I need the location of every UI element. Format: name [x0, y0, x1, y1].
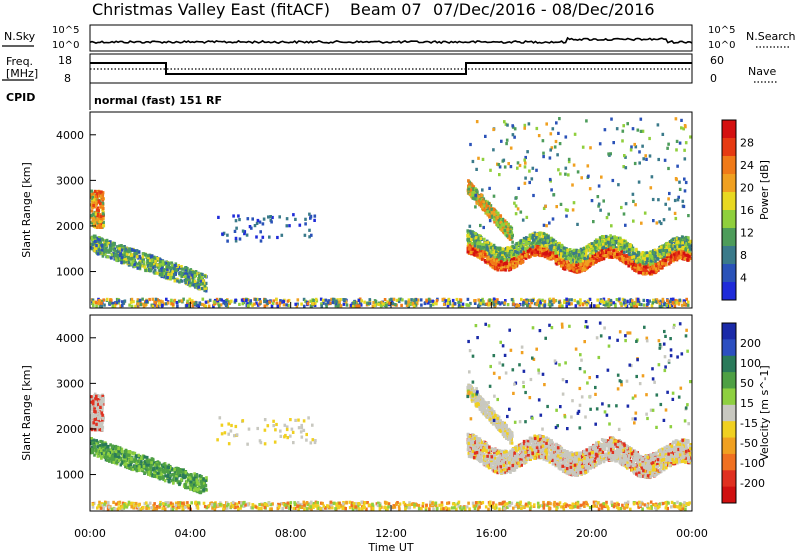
- y-tick-label: 3000: [56, 174, 84, 187]
- y-tick-label: 1000: [56, 266, 84, 279]
- velocity-y-ticks: 1000 2000 3000 4000: [56, 332, 96, 482]
- x-tick-label: 00:00: [676, 527, 708, 540]
- colorbar-tick: 16: [740, 204, 754, 217]
- colorbar-segment: [722, 372, 736, 389]
- y-tick-label: 2000: [56, 220, 84, 233]
- x-axis: 00:00 04:00 08:00 12:00 16:00 20:00 00:00: [74, 302, 708, 540]
- noise-tick-top-right: 10^5: [708, 25, 735, 36]
- power-heatmap: [90, 117, 692, 308]
- nave-tick-60: 60: [710, 54, 724, 67]
- colorbar-tick: 4: [740, 272, 747, 285]
- nsearch-label: N.Search: [746, 30, 796, 43]
- x-tick-label: 16:00: [475, 527, 507, 540]
- freq-tick-8: 8: [64, 72, 71, 85]
- x-tick-label: 12:00: [375, 527, 407, 540]
- colorbar-tick: -100: [740, 457, 765, 470]
- y-tick-label: 3000: [56, 377, 84, 390]
- colorbar-segment: [722, 388, 736, 406]
- y-tick-label: 2000: [56, 423, 84, 436]
- colorbar-segment: [722, 355, 736, 373]
- colorbar-segment: [722, 323, 736, 340]
- noise-tick-top-left: 10^5: [52, 25, 79, 36]
- freq-unit: [MHz]: [6, 67, 38, 80]
- colorbar-tick: 24: [740, 159, 754, 172]
- colorbar-segment: [722, 228, 736, 247]
- colorbar-segment: [722, 138, 736, 157]
- noise-sky-trace: [89, 36, 693, 45]
- colorbar-segment: [722, 437, 736, 455]
- date-range: 07/Dec/2016 - 08/Dec/2016: [433, 0, 655, 19]
- colorbar-segment: [722, 156, 736, 175]
- colorbar-segment: [722, 404, 736, 422]
- colorbar-segment: [722, 470, 736, 488]
- power-panel: 1000 2000 3000 4000 Slant Range [km] 4 8 12 16…: [20, 111, 771, 309]
- power-colorbar-label: Power [dB]: [758, 160, 771, 220]
- colorbar-segment: [722, 174, 736, 193]
- freq-label: Freq.: [6, 55, 33, 68]
- colorbar-segment: [722, 453, 736, 471]
- colorbar-tick: 8: [740, 249, 747, 262]
- colorbar-tick: 200: [740, 337, 761, 350]
- power-ylabel: Slant Range [km]: [20, 162, 33, 258]
- cpid-text: normal (fast) 151 RF: [94, 94, 222, 107]
- colorbar-tick: 20: [740, 182, 754, 195]
- y-tick-label: 4000: [56, 332, 84, 345]
- x-tick-label: 20:00: [576, 527, 608, 540]
- colorbar-tick: -15: [740, 417, 758, 430]
- nave-tick-0: 0: [710, 72, 717, 85]
- colorbar-segment: [722, 210, 736, 229]
- velocity-heatmap: [90, 320, 692, 511]
- nsky-label: N.Sky: [4, 30, 36, 43]
- colorbar-tick: 28: [740, 137, 754, 150]
- nave-label: Nave: [748, 65, 776, 78]
- colorbar-segment: [722, 192, 736, 211]
- colorbar-segment: [722, 120, 736, 139]
- noise-tick-bottom-left: 10^0: [52, 40, 79, 51]
- noise-panel: N.Sky 10^5 10^0 10^5 10^0 N.Search: [2, 24, 796, 52]
- colorbar-tick: -50: [740, 437, 758, 450]
- colorbar-tick: -200: [740, 477, 765, 490]
- y-tick-label: 4000: [56, 129, 84, 142]
- x-tick-label: 04:00: [174, 527, 206, 540]
- colorbar-segment: [722, 246, 736, 265]
- y-tick-label: 1000: [56, 469, 84, 482]
- colorbar-segment: [722, 421, 736, 439]
- cpid-label: CPID: [6, 91, 35, 104]
- power-y-ticks: 1000 2000 3000 4000: [56, 129, 96, 279]
- beam-label: Beam 07: [350, 0, 422, 19]
- velocity-ylabel: Slant Range [km]: [20, 365, 33, 461]
- x-axis-label: Time UT: [367, 541, 413, 554]
- colorbar-tick: 15: [740, 397, 754, 410]
- velocity-colorbar-label: Velocity [m s^-1]: [758, 365, 771, 460]
- colorbar-tick: 12: [740, 227, 754, 240]
- colorbar-segment: [722, 282, 736, 301]
- freq-panel: Freq. [MHz] 18 8 60 0 Nave: [2, 53, 778, 85]
- velocity-panel: 1000 2000 3000 4000 Slant Range [km] 200 100…: [20, 314, 771, 512]
- station-title: Christmas Valley East (fitACF): [92, 0, 330, 19]
- colorbar-tick: 50: [740, 377, 754, 390]
- colorbar-segment: [722, 339, 736, 357]
- colorbar-segment: [722, 264, 736, 283]
- freq-trace: [90, 62, 692, 75]
- x-tick-label: 08:00: [275, 527, 307, 540]
- velocity-colorbar: 200 100 50 15 -15 -50 -100 -200: [721, 322, 765, 504]
- noise-tick-bottom-right: 10^0: [708, 40, 735, 51]
- x-tick-label: 00:00: [74, 527, 106, 540]
- colorbar-segment: [722, 486, 736, 504]
- colorbar-tick: 100: [740, 357, 761, 370]
- cpid-row: CPID normal (fast) 151 RF: [6, 83, 222, 110]
- freq-tick-18: 18: [58, 54, 72, 67]
- power-colorbar: 4 8 12 16 20 24 28: [721, 119, 754, 301]
